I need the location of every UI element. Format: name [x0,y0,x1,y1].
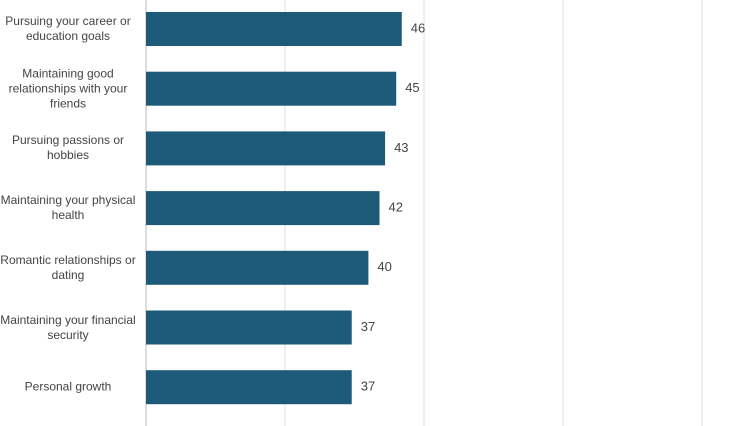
bar [146,191,380,226]
bar [146,250,369,285]
bar [146,71,397,106]
category-label: Pursuing your career or education goals [5,14,131,43]
bar [146,12,402,46]
category-label: Romantic relationships or dating [0,252,136,282]
category-label: Maintaining good relationships with your… [8,66,128,111]
bar [146,310,352,345]
bar [146,370,352,405]
value-label: 37 [361,379,375,394]
value-label: 42 [389,200,403,215]
category-label: Personal growth [24,379,112,394]
value-label: 45 [405,80,419,95]
value-label: 46 [411,20,425,35]
value-label: 40 [377,259,391,274]
category-label: Maintaining your financial security [0,312,136,342]
bar [146,131,386,166]
value-label: 37 [361,319,375,334]
category-label: Maintaining your physical health [0,193,136,223]
value-label: 43 [394,140,408,155]
category-label: Pursuing passions or hobbies [11,133,125,163]
